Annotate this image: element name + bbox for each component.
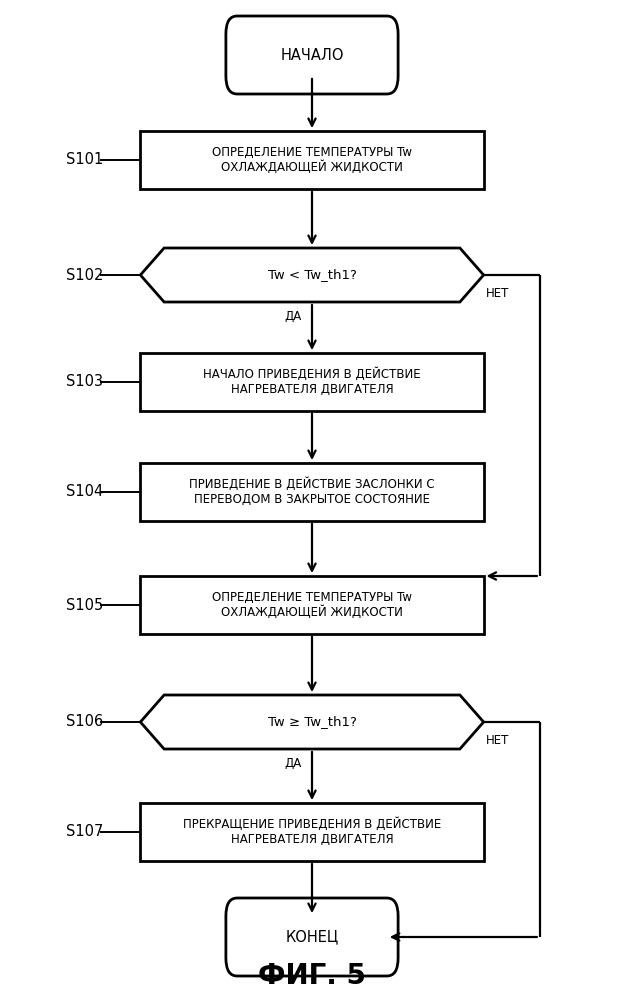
Text: НАЧАЛО ПРИВЕДЕНИЯ В ДЕЙСТВИЕ
НАГРЕВАТЕЛЯ ДВИГАТЕЛЯ: НАЧАЛО ПРИВЕДЕНИЯ В ДЕЙСТВИЕ НАГРЕВАТЕЛЯ…: [203, 368, 421, 396]
Text: Tw < Tw_th1?: Tw < Tw_th1?: [268, 268, 356, 282]
Bar: [140, 353, 484, 411]
Text: S107: S107: [66, 824, 103, 840]
Bar: [140, 803, 484, 861]
Text: S103: S103: [66, 374, 102, 389]
Text: ПРИВЕДЕНИЕ В ДЕЙСТВИЕ ЗАСЛОНКИ С
ПЕРЕВОДОМ В ЗАКРЫТОЕ СОСТОЯНИЕ: ПРИВЕДЕНИЕ В ДЕЙСТВИЕ ЗАСЛОНКИ С ПЕРЕВОД…: [189, 478, 435, 506]
Text: Tw ≥ Tw_th1?: Tw ≥ Tw_th1?: [268, 716, 356, 728]
Text: НЕТ: НЕТ: [486, 734, 509, 747]
Bar: [140, 576, 484, 634]
Text: ПРЕКРАЩЕНИЕ ПРИВЕДЕНИЯ В ДЕЙСТВИЕ
НАГРЕВАТЕЛЯ ДВИГАТЕЛЯ: ПРЕКРАЩЕНИЕ ПРИВЕДЕНИЯ В ДЕЙСТВИЕ НАГРЕВ…: [183, 818, 441, 846]
Text: ДА: ДА: [285, 310, 302, 323]
FancyBboxPatch shape: [226, 16, 398, 94]
Text: S104: S104: [66, 485, 103, 499]
FancyBboxPatch shape: [226, 898, 398, 976]
Text: ОПРЕДЕЛЕНИЕ ТЕМПЕРАТУРЫ Tw
ОХЛАЖДАЮЩЕЙ ЖИДКОСТИ: ОПРЕДЕЛЕНИЕ ТЕМПЕРАТУРЫ Tw ОХЛАЖДАЮЩЕЙ Ж…: [212, 591, 412, 619]
Text: НАЧАЛО: НАЧАЛО: [280, 47, 344, 62]
Text: КОНЕЦ: КОНЕЦ: [285, 930, 339, 944]
Text: S102: S102: [66, 267, 103, 282]
Text: S106: S106: [66, 714, 103, 730]
Text: S105: S105: [66, 597, 103, 612]
Text: ФИГ. 5: ФИГ. 5: [258, 962, 366, 990]
Text: НЕТ: НЕТ: [486, 287, 509, 300]
Bar: [140, 131, 484, 189]
Text: ДА: ДА: [285, 757, 302, 770]
Text: ОПРЕДЕЛЕНИЕ ТЕМПЕРАТУРЫ Tw
ОХЛАЖДАЮЩЕЙ ЖИДКОСТИ: ОПРЕДЕЛЕНИЕ ТЕМПЕРАТУРЫ Tw ОХЛАЖДАЮЩЕЙ Ж…: [212, 146, 412, 174]
Bar: [140, 463, 484, 521]
Polygon shape: [140, 695, 484, 749]
Text: S101: S101: [66, 152, 103, 167]
Polygon shape: [140, 248, 484, 302]
